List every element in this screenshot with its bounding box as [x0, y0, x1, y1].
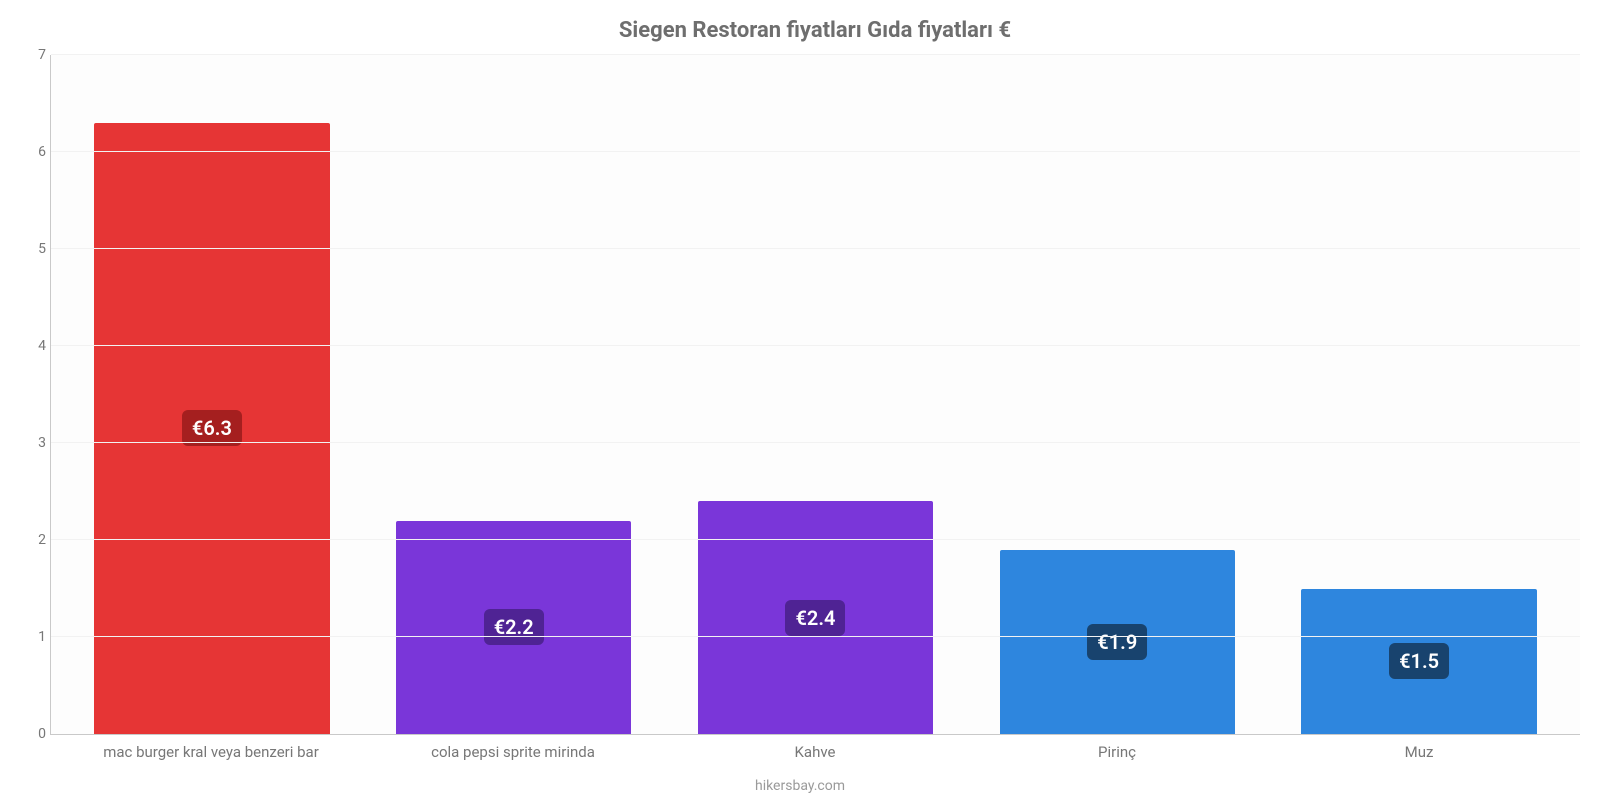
x-axis-labels: mac burger kral veya benzeri barcola pep…: [50, 735, 1580, 761]
x-axis-label: Muz: [1268, 743, 1570, 761]
y-axis-tick: 0: [21, 726, 46, 742]
gridline: [51, 442, 1580, 443]
bar-group: €2.2: [363, 55, 665, 734]
y-axis-tick: 1: [21, 629, 46, 645]
bar-group: €6.3: [61, 55, 363, 734]
attribution-text: hikersbay.com: [0, 778, 1600, 794]
bar-group: €1.5: [1268, 55, 1570, 734]
bar: €2.4: [698, 501, 933, 734]
gridline: [51, 54, 1580, 55]
y-axis-tick: 4: [21, 338, 46, 354]
y-axis-tick: 3: [21, 435, 46, 451]
chart-container: Siegen Restoran fiyatları Gıda fiyatları…: [0, 0, 1600, 800]
bar-value-label: €2.4: [786, 600, 846, 636]
y-axis-tick: 2: [21, 532, 46, 548]
x-axis-label: cola pepsi sprite mirinda: [362, 743, 664, 761]
x-axis-label: Pirinç: [966, 743, 1268, 761]
bar: €1.5: [1301, 589, 1536, 735]
bar-group: €1.9: [966, 55, 1268, 734]
bar-value-label: €1.9: [1087, 624, 1147, 660]
gridline: [51, 539, 1580, 540]
gridline: [51, 636, 1580, 637]
plot-area: €6.3€2.2€2.4€1.9€1.5 01234567: [50, 55, 1580, 735]
y-axis-tick: 7: [21, 47, 46, 63]
chart-title: Siegen Restoran fiyatları Gıda fiyatları…: [50, 10, 1580, 55]
x-axis-label: Kahve: [664, 743, 966, 761]
bar: €2.2: [396, 521, 631, 734]
bar-value-label: €1.5: [1389, 643, 1449, 679]
bar: €1.9: [1000, 550, 1235, 734]
bars-row: €6.3 €2.2 €2.4 €1.9 €1.5: [51, 55, 1580, 734]
gridline: [51, 248, 1580, 249]
bar-group: €2.4: [665, 55, 967, 734]
x-axis-label: mac burger kral veya benzeri bar: [60, 743, 362, 761]
gridline: [51, 151, 1580, 152]
bar-value-label: €2.2: [484, 609, 544, 645]
y-axis-tick: 6: [21, 144, 46, 160]
gridline: [51, 345, 1580, 346]
bar: €6.3: [94, 123, 329, 734]
y-axis-tick: 5: [21, 241, 46, 257]
